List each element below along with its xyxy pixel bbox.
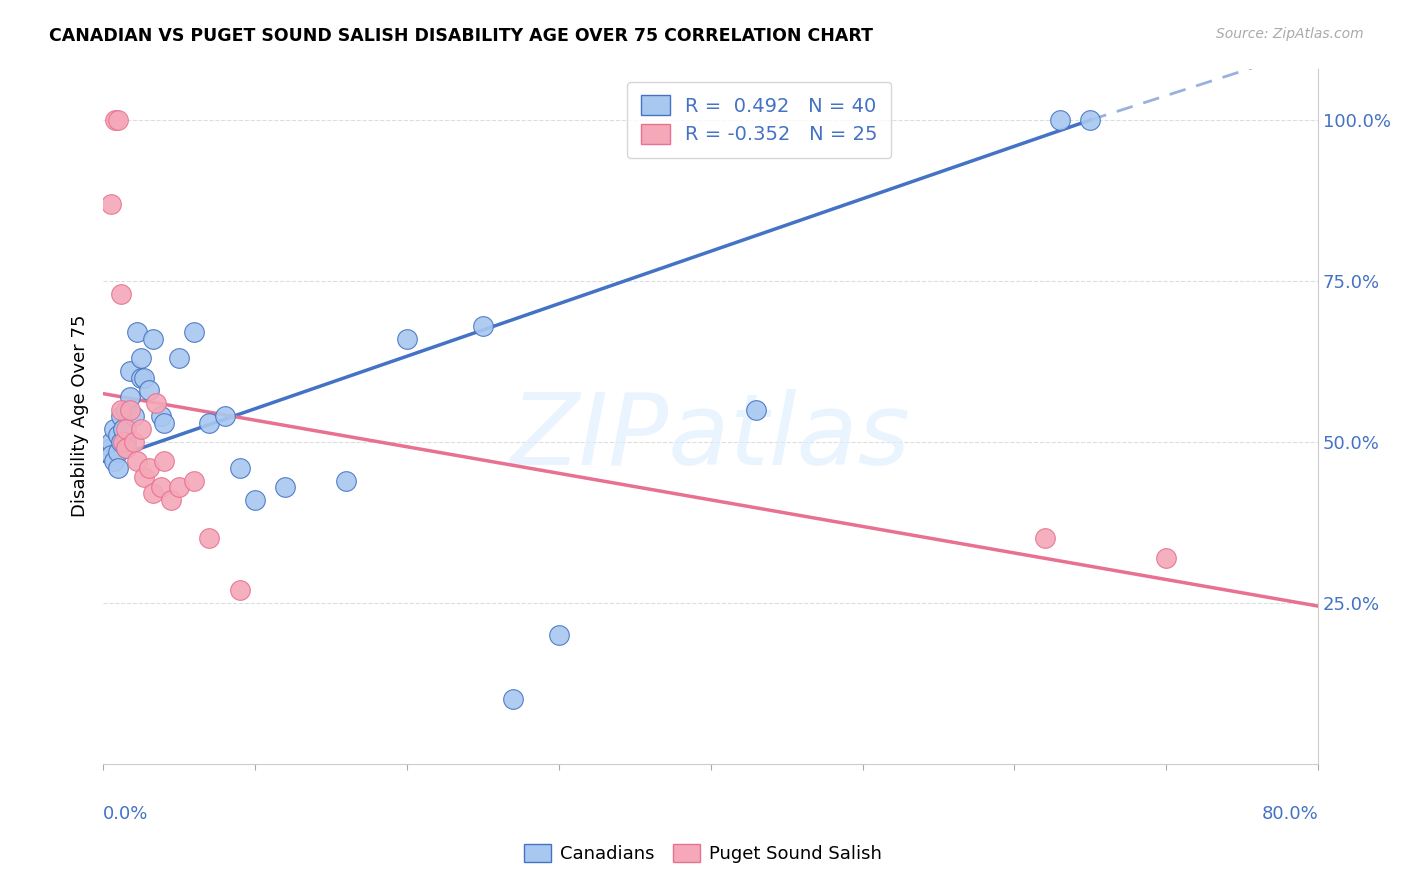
Point: [107, 428, 129, 442]
Point: [274, 480, 297, 494]
Point: [471, 319, 494, 334]
Point: [122, 434, 145, 449]
Point: [229, 460, 252, 475]
Point: [183, 326, 205, 340]
Point: [183, 474, 205, 488]
Point: [129, 351, 152, 366]
Text: Source: ZipAtlas.com: Source: ZipAtlas.com: [1216, 27, 1364, 41]
Text: ZIPatlas: ZIPatlas: [510, 389, 911, 485]
Point: [104, 113, 127, 128]
Point: [142, 486, 165, 500]
Point: [138, 384, 160, 398]
Y-axis label: Disability Age Over 75: Disability Age Over 75: [72, 315, 89, 517]
Point: [111, 422, 134, 436]
Point: [107, 444, 129, 458]
Point: [122, 409, 145, 424]
Point: [120, 390, 142, 404]
Point: [110, 434, 132, 449]
Point: [243, 492, 266, 507]
Point: [153, 454, 176, 468]
Point: [110, 402, 132, 417]
Text: 0.0%: 0.0%: [103, 805, 149, 823]
Point: [110, 409, 132, 424]
Point: [745, 402, 768, 417]
Point: [198, 416, 221, 430]
Point: [335, 474, 357, 488]
Point: [167, 351, 190, 366]
Point: [1078, 113, 1101, 128]
Point: [138, 460, 160, 475]
Point: [100, 196, 122, 211]
Text: CANADIAN VS PUGET SOUND SALISH DISABILITY AGE OVER 75 CORRELATION CHART: CANADIAN VS PUGET SOUND SALISH DISABILIT…: [49, 27, 873, 45]
Point: [502, 692, 524, 706]
Point: [547, 628, 569, 642]
Point: [1049, 113, 1071, 128]
Point: [160, 492, 183, 507]
Point: [107, 460, 129, 475]
Point: [125, 454, 148, 468]
Point: [129, 370, 152, 384]
Point: [153, 416, 176, 430]
Point: [198, 532, 221, 546]
Point: [395, 332, 418, 346]
Point: [142, 332, 165, 346]
Point: [229, 582, 252, 597]
Point: [115, 422, 138, 436]
Point: [115, 442, 138, 456]
Point: [134, 470, 156, 484]
Point: [120, 364, 142, 378]
Point: [115, 434, 138, 449]
Point: [145, 396, 167, 410]
Point: [103, 422, 125, 436]
Point: [134, 370, 156, 384]
Point: [100, 448, 122, 462]
Point: [100, 442, 122, 456]
Point: [1154, 550, 1177, 565]
Point: [149, 480, 172, 494]
Point: [111, 434, 134, 449]
Legend: R =  0.492   N = 40, R = -0.352   N = 25: R = 0.492 N = 40, R = -0.352 N = 25: [627, 82, 891, 158]
Point: [115, 442, 138, 456]
Point: [103, 454, 125, 468]
Point: [110, 286, 132, 301]
Point: [214, 409, 236, 424]
Point: [120, 402, 142, 417]
Point: [115, 402, 138, 417]
Point: [129, 422, 152, 436]
Point: [1033, 532, 1056, 546]
Point: [100, 434, 122, 449]
Point: [167, 480, 190, 494]
Point: [125, 326, 148, 340]
Legend: Canadians, Puget Sound Salish: Canadians, Puget Sound Salish: [513, 833, 893, 874]
Point: [107, 113, 129, 128]
Point: [149, 409, 172, 424]
Text: 80.0%: 80.0%: [1261, 805, 1319, 823]
